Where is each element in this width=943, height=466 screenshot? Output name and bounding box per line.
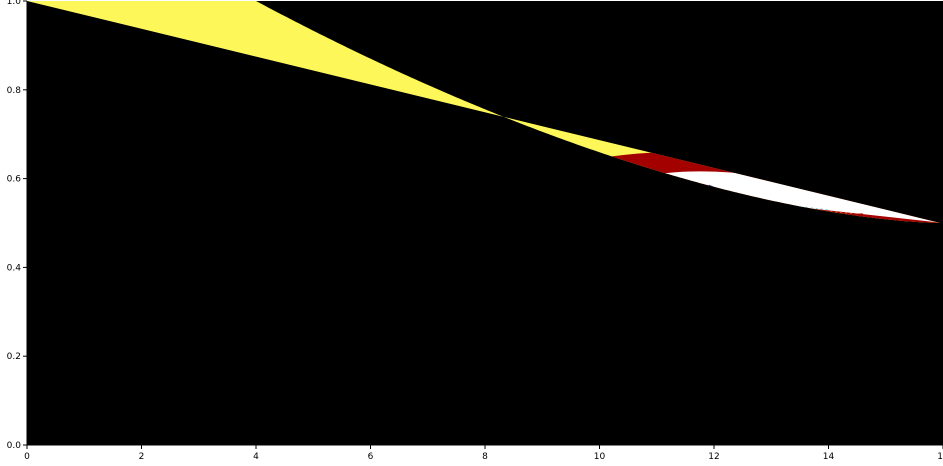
plot-area: [27, 1, 943, 445]
x-axis: 0 2 4 6 8 10 12 14 1: [24, 445, 943, 462]
y-tick-label-2: 0.4: [7, 263, 22, 273]
y-tick-label-1: 0.2: [7, 352, 21, 362]
y-tick-label-0: 0.0: [7, 441, 22, 451]
x-tick-label-4: 8: [482, 452, 488, 462]
x-tick-label-7: 14: [823, 452, 835, 462]
y-tick-label-3: 0.6: [7, 175, 22, 185]
x-tick-label-5: 10: [594, 452, 606, 462]
outer-region: [27, 1, 941, 223]
background-region: [27, 1, 943, 445]
x-tick-label-0: 0: [24, 452, 30, 462]
x-tick-label-8: 1: [937, 452, 943, 462]
x-tick-label-2: 4: [253, 452, 259, 462]
upper-white-lobe: [633, 171, 941, 223]
y-tick-label-5: 1.0: [7, 0, 22, 7]
x-tick-label-6: 12: [708, 452, 719, 462]
x-tick-label-3: 6: [368, 452, 374, 462]
y-tick-label-4: 0.8: [7, 86, 22, 96]
y-axis: 0.0 0.2 0.4 0.6 0.8 1.0: [7, 0, 27, 451]
x-tick-label-1: 2: [139, 452, 145, 462]
